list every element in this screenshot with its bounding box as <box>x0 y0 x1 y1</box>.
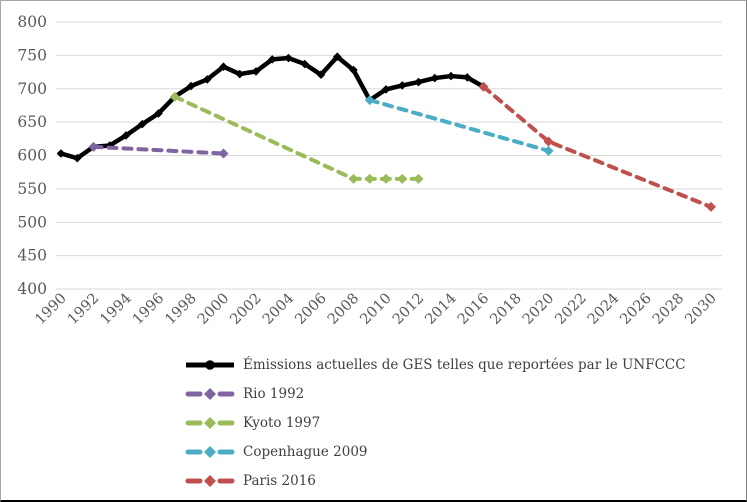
svg-text:2002: 2002 <box>227 291 264 328</box>
y-axis-labels: 800 750 700 650 600 550 500 450 400 <box>17 13 47 298</box>
gridlines <box>56 21 722 290</box>
legend-label: Copenhague 2009 <box>243 444 368 460</box>
legend-swatch-icon <box>185 475 235 487</box>
svg-text:1998: 1998 <box>162 291 199 328</box>
x-axis-labels: 1990199219941996199820002002200420062008… <box>32 291 719 328</box>
series-paris-2016 <box>478 81 716 212</box>
svg-text:2024: 2024 <box>585 291 622 328</box>
legend-item-paris-2016: Paris 2016 <box>185 473 686 489</box>
legend-label: Kyoto 1997 <box>243 415 321 431</box>
legend-label: Émissions actuelles de GES telles que re… <box>243 357 686 373</box>
series-rio-1992 <box>88 141 229 159</box>
svg-text:800: 800 <box>17 13 47 31</box>
svg-text:1996: 1996 <box>130 291 167 328</box>
legend-item-kyoto-1997: Kyoto 1997 <box>185 415 686 431</box>
legend-item-rio-1992: Rio 1992 <box>185 386 686 402</box>
svg-text:550: 550 <box>17 180 47 198</box>
legend-item-copenhague-2009: Copenhague 2009 <box>185 444 686 460</box>
svg-text:2022: 2022 <box>552 291 589 328</box>
svg-text:2026: 2026 <box>617 291 654 328</box>
legend-swatch-icon <box>186 360 234 370</box>
svg-text:2018: 2018 <box>487 291 524 328</box>
series-emissions-actuelles-de-ges-telles-que-re <box>56 52 488 163</box>
svg-text:500: 500 <box>17 213 47 231</box>
svg-text:700: 700 <box>17 80 47 98</box>
legend-swatch-icon <box>185 446 235 458</box>
series-kyoto-1997 <box>169 91 424 184</box>
svg-text:450: 450 <box>17 247 47 265</box>
legend: Émissions actuelles de GES telles que re… <box>185 357 686 500</box>
series-copenhague-2009 <box>364 95 554 156</box>
svg-text:400: 400 <box>17 280 47 298</box>
svg-text:2008: 2008 <box>325 291 362 328</box>
legend-item-emissions-actuelles: Émissions actuelles de GES telles que re… <box>185 357 686 373</box>
legend-swatch-icon <box>185 388 235 400</box>
chart-plot: 800 750 700 650 600 550 500 450 4001990199219941… <box>17 13 722 328</box>
svg-text:2010: 2010 <box>357 291 394 328</box>
legend-label: Rio 1992 <box>243 386 305 402</box>
svg-text:1994: 1994 <box>97 291 134 328</box>
svg-text:2012: 2012 <box>390 291 427 328</box>
svg-text:2014: 2014 <box>422 291 459 328</box>
svg-text:600: 600 <box>17 147 47 165</box>
svg-text:2016: 2016 <box>455 291 492 328</box>
svg-text:2028: 2028 <box>650 291 687 328</box>
svg-text:650: 650 <box>17 113 47 131</box>
svg-text:2020: 2020 <box>520 291 557 328</box>
svg-text:2006: 2006 <box>292 291 329 328</box>
svg-text:2000: 2000 <box>195 291 232 328</box>
svg-text:750: 750 <box>17 46 47 64</box>
svg-text:1992: 1992 <box>65 291 102 328</box>
svg-text:2004: 2004 <box>260 291 297 328</box>
legend-label: Paris 2016 <box>243 473 316 489</box>
svg-text:2030: 2030 <box>682 291 719 328</box>
legend-swatch-icon <box>185 417 235 429</box>
